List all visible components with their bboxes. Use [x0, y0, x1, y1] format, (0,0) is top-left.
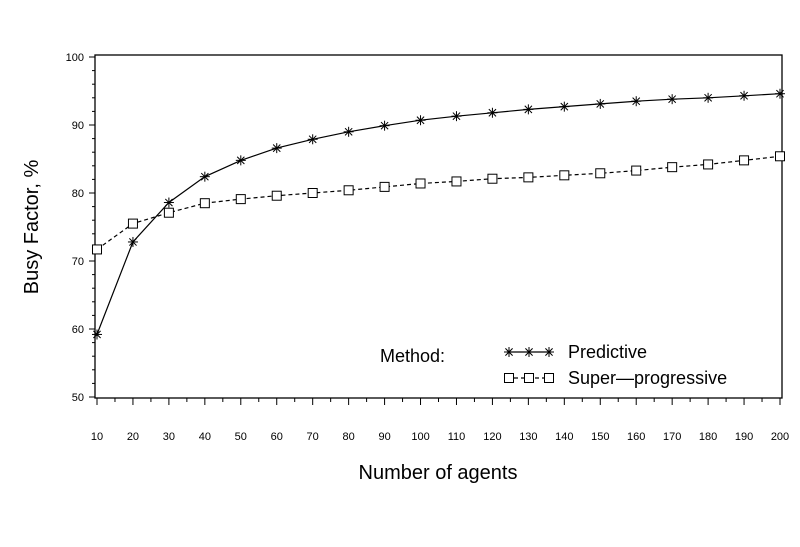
square-marker — [199, 198, 210, 209]
x-tick-label: 60 — [271, 431, 283, 443]
y-tick-label: 60 — [72, 324, 84, 336]
x-tick-label: 200 — [771, 431, 789, 443]
asterisk-marker — [703, 92, 714, 103]
x-tick-label: 170 — [663, 431, 681, 443]
y-axis-title: Busy Factor, % — [21, 160, 43, 295]
x-tick-label: 50 — [235, 431, 247, 443]
square-marker — [379, 181, 390, 192]
square-marker — [524, 373, 534, 383]
asterisk-marker — [559, 101, 570, 112]
series-square — [92, 151, 785, 255]
square-marker — [667, 162, 678, 173]
square-marker — [415, 178, 426, 189]
x-tick-label: 110 — [448, 431, 466, 443]
asterisk-marker — [92, 329, 102, 340]
square-marker — [631, 165, 642, 176]
asterisk-marker — [595, 98, 606, 109]
asterisk-marker — [235, 155, 246, 166]
legend-title: Method: — [380, 346, 445, 366]
asterisk-marker — [631, 96, 642, 107]
square-marker — [92, 244, 102, 255]
asterisk-marker — [379, 120, 390, 131]
x-tick-label: 90 — [378, 431, 390, 443]
asterisk-marker — [775, 88, 785, 99]
y-tick-label: 90 — [72, 120, 84, 132]
y-tick-label: 50 — [72, 392, 84, 404]
x-axis-title: Number of agents — [359, 462, 518, 484]
legend-label: Super—progressive — [568, 368, 727, 388]
x-tick-label: 120 — [483, 431, 501, 443]
legend-entry: Predictive — [504, 342, 647, 362]
asterisk-marker — [739, 90, 750, 101]
square-marker — [775, 151, 785, 162]
asterisk-marker — [271, 143, 282, 154]
asterisk-marker — [523, 104, 534, 115]
square-marker — [487, 173, 498, 184]
square-marker — [307, 188, 318, 198]
legend-entry: Super—progressive — [504, 368, 727, 388]
square-marker — [451, 176, 462, 187]
x-tick-label: 190 — [735, 431, 753, 443]
y-tick-label: 80 — [72, 188, 84, 200]
series-line — [96, 93, 781, 335]
square-marker — [127, 218, 138, 229]
square-marker — [235, 194, 246, 205]
square-marker — [595, 168, 606, 179]
x-tick-label: 20 — [127, 431, 139, 443]
asterisk-marker — [667, 94, 678, 105]
square-marker — [523, 172, 534, 183]
legend-entries: Predictive Super—progressive — [504, 342, 727, 388]
x-tick-label: 70 — [307, 431, 319, 443]
y-axis-ticks: 50 60 70 80 90 100 — [66, 52, 95, 404]
asterisk-marker — [199, 171, 210, 182]
square-marker — [163, 207, 174, 218]
asterisk-marker — [343, 126, 354, 137]
legend: Method: Predictive Super—progressive — [380, 342, 727, 388]
x-tick-label: 80 — [343, 431, 355, 443]
asterisk-marker — [127, 236, 138, 247]
x-tick-label: 100 — [411, 431, 429, 443]
square-marker — [544, 373, 554, 383]
square-marker — [559, 170, 570, 181]
asterisk-marker — [415, 115, 426, 126]
y-tick-label: 70 — [72, 256, 84, 268]
x-tick-label: 180 — [699, 431, 717, 443]
square-marker — [504, 373, 514, 383]
asterisk-marker — [451, 111, 462, 122]
x-tick-label: 10 — [91, 431, 103, 443]
series-asterisk — [92, 88, 785, 340]
square-marker — [739, 155, 750, 166]
x-axis-ticks: 10 20 30 40 50 60 70 80 90 100 110 120 130 140 150 160 1… — [91, 398, 789, 443]
y-tick-label: 100 — [66, 52, 84, 64]
x-tick-label: 30 — [163, 431, 175, 443]
x-tick-label: 140 — [555, 431, 573, 443]
series-line — [96, 155, 781, 250]
x-tick-label: 150 — [591, 431, 609, 443]
asterisk-marker — [504, 347, 514, 357]
legend-label: Predictive — [568, 342, 647, 362]
asterisk-marker — [544, 347, 554, 357]
asterisk-marker — [163, 197, 174, 208]
asterisk-marker — [524, 347, 534, 357]
asterisk-marker — [487, 107, 498, 118]
square-marker — [703, 159, 714, 170]
asterisk-marker — [307, 134, 318, 145]
x-tick-label: 40 — [199, 431, 211, 443]
x-tick-label: 130 — [519, 431, 537, 443]
series-layer — [92, 88, 785, 340]
square-marker — [271, 190, 282, 201]
x-tick-label: 160 — [627, 431, 645, 443]
square-marker — [343, 185, 354, 196]
